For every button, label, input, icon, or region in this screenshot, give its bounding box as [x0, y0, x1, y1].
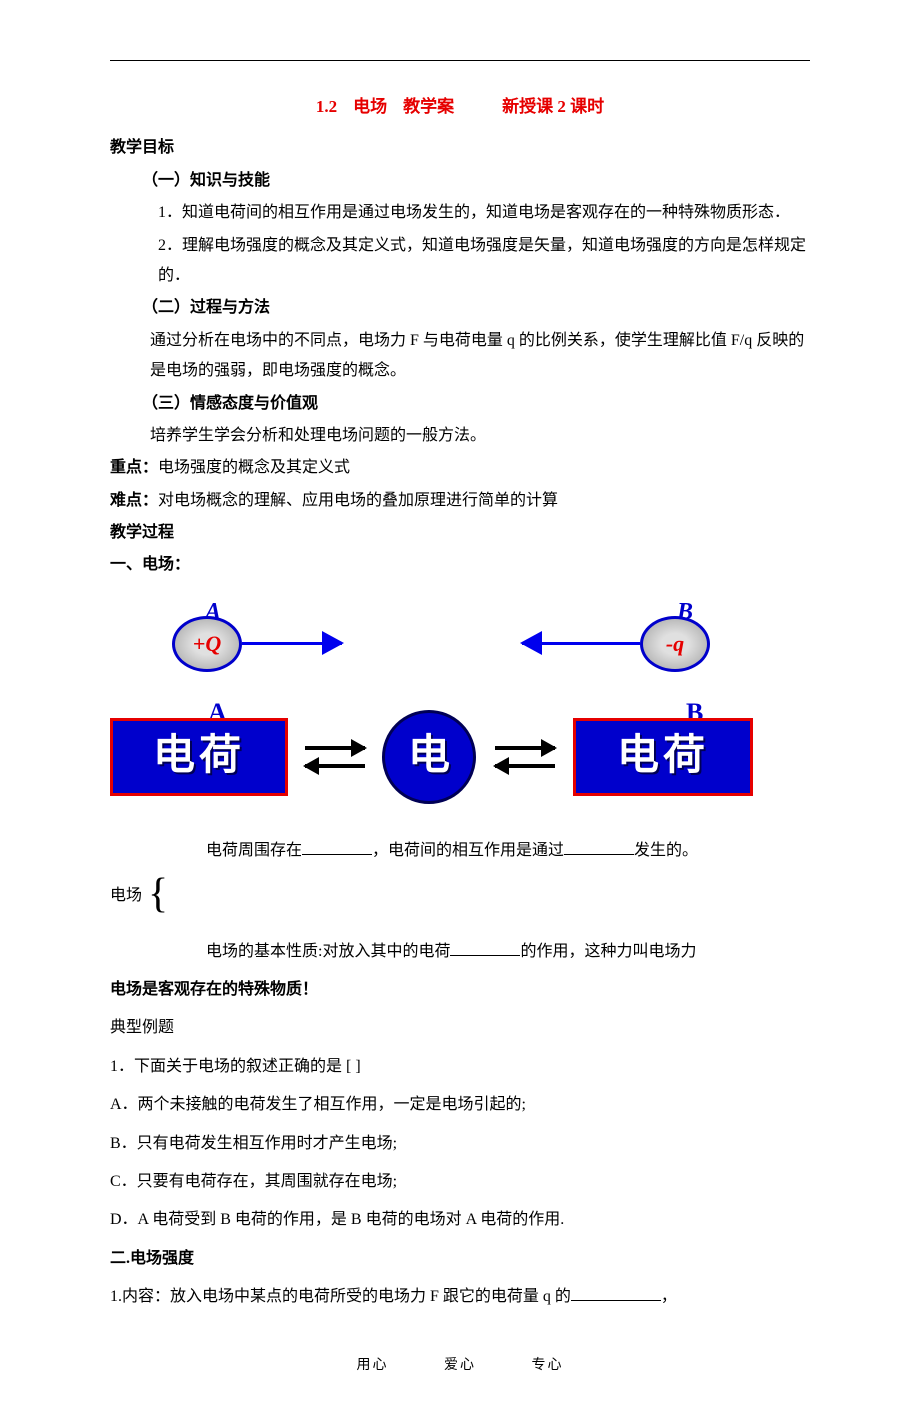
obj1-p1: 1．知道电荷间的相互作用是通过电场发生的，知道电场是客观存在的一种特殊物质形态．: [110, 198, 810, 228]
field-circle-icon: 电: [382, 710, 476, 804]
sec2-p1: 1.内容：放入电场中某点的电荷所受的电场力 F 跟它的电荷量 q 的 ，: [110, 1282, 810, 1312]
around-charge-line: 电荷周围存在 ，电荷间的相互作用是通过 发生的。: [110, 836, 810, 866]
q1-option-a: A．两个未接触的电荷发生了相互作用，一定是电场引起的;: [110, 1090, 810, 1120]
property-post: 的作用，这种力叫电场力: [520, 943, 696, 960]
title-section-num: 1.2: [316, 97, 337, 116]
double-arrow-right: [490, 738, 560, 778]
blank-field-4: [571, 1285, 661, 1301]
footer-c: 专心: [532, 1358, 564, 1373]
process-heading: 教学过程: [110, 518, 810, 548]
title-subname: 教学案: [403, 97, 454, 116]
field-word: 电场: [110, 887, 142, 904]
obj1-heading: （一）知识与技能: [110, 166, 810, 196]
blank-field-3: [450, 940, 520, 956]
footer-b: 爱心: [444, 1358, 476, 1373]
negative-charge-icon: -q: [640, 616, 710, 672]
example-heading: 典型例题: [110, 1013, 810, 1043]
obj1-p2: 2．理解电场强度的概念及其定义式，知道电场强度是矢量，知道电场强度的方向是怎样规…: [110, 231, 810, 292]
q1-stem: 1．下面关于电场的叙述正确的是 [ ]: [110, 1052, 810, 1082]
around-post: 发生的。: [634, 842, 698, 859]
obj3-p1: 培养学生学会分析和处理电场问题的一般方法。: [110, 421, 810, 451]
property-pre: 电场的基本性质:对放入其中的电荷: [206, 943, 450, 960]
diff-label: 难点：: [110, 492, 158, 509]
key-label: 重点：: [110, 459, 158, 476]
title-name: 电场: [353, 97, 387, 116]
key-points: 重点：电场强度的概念及其定义式: [110, 453, 810, 483]
blank-field: [302, 839, 372, 855]
difficult-points: 难点：对电场概念的理解、应用电场的叠加原理进行简单的计算: [110, 486, 810, 516]
q1-option-b: B．只有电荷发生相互作用时才产生电场;: [110, 1129, 810, 1159]
q1-option-d: D．A 电荷受到 B 电荷的作用，是 B 电荷的电场对 A 电荷的作用.: [110, 1205, 810, 1235]
obj2-heading: （二）过程与方法: [110, 293, 810, 323]
field-circle-text: 电: [408, 717, 450, 797]
diff-text: 对电场概念的理解、应用电场的叠加原理进行简单的计算: [158, 492, 558, 509]
obj3-heading: （三）情感态度与价值观: [110, 389, 810, 419]
charge-box-right-text: 电荷: [617, 717, 709, 797]
around-mid: ，电荷间的相互作用是通过: [372, 842, 564, 859]
footer-a: 用心: [357, 1358, 389, 1373]
section2-heading: 二.电场强度: [110, 1244, 810, 1274]
blank-field-2: [564, 839, 634, 855]
horizontal-rule: [110, 60, 810, 61]
heading-objectives: 教学目标: [110, 133, 810, 163]
force-arrow-right: [242, 642, 342, 645]
brace-icon: {: [148, 873, 168, 915]
charge-box-right: 电荷: [573, 718, 753, 796]
key-text: 电场强度的概念及其定义式: [158, 459, 350, 476]
charge-box-left-text: 电荷: [153, 717, 245, 797]
obj2-p1: 通过分析在电场中的不同点，电场力 F 与电荷电量 q 的比例关系，使学生理解比值…: [110, 326, 810, 387]
electric-field-diagram: A +Q B -q A 电荷 电 B 电荷: [110, 596, 810, 816]
section1-heading: 一、电场：: [110, 550, 810, 580]
positive-charge-icon: +Q: [172, 616, 242, 672]
field-brace-block: 电场 {: [110, 881, 810, 911]
field-property-line: 电场的基本性质:对放入其中的电荷 的作用，这种力叫电场力: [110, 937, 810, 967]
force-arrow-left: [522, 642, 640, 645]
positive-charge-text: +Q: [193, 623, 221, 665]
page-footer: 用心 爱心 专心: [110, 1353, 810, 1380]
double-arrow-left: [300, 738, 370, 778]
sec2-p1-post: ，: [661, 1288, 677, 1305]
field-bold-statement: 电场是客观存在的特殊物质！: [110, 975, 810, 1005]
sec2-p1-pre: 1.内容：放入电场中某点的电荷所受的电场力 F 跟它的电荷量 q 的: [110, 1288, 571, 1305]
negative-charge-text: -q: [666, 623, 684, 665]
document-title: 1.2 电场 教学案 新授课 2 课时: [110, 91, 810, 123]
around-pre: 电荷周围存在: [206, 842, 302, 859]
q1-option-c: C．只要有电荷存在，其周围就存在电场;: [110, 1167, 810, 1197]
charge-box-left: 电荷: [110, 718, 288, 796]
title-right: 新授课 2 课时: [502, 97, 604, 116]
